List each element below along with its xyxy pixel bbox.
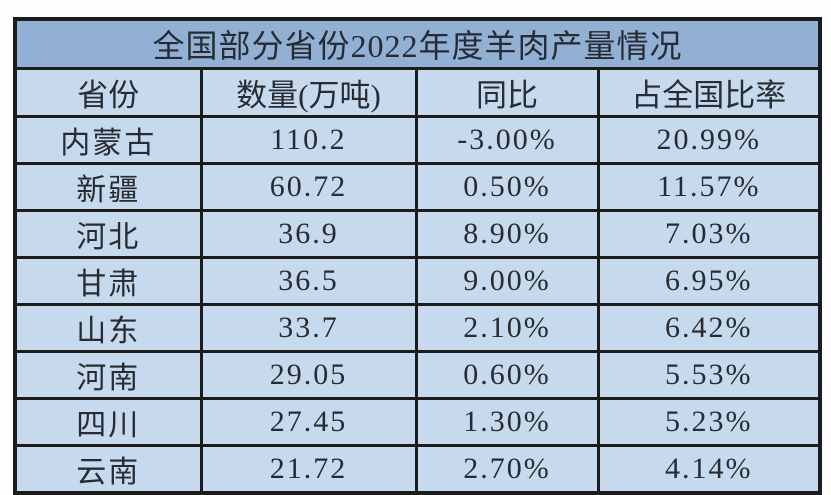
cell-share: 11.57% <box>596 162 822 212</box>
table-row: 河南 29.05 0.60% 5.53% <box>13 350 822 400</box>
column-header-province: 省份 <box>13 67 203 118</box>
cell-province: 甘肃 <box>13 256 203 306</box>
cell-yoy: 9.00% <box>414 256 600 306</box>
cell-yoy: -3.00% <box>414 115 600 165</box>
cell-share: 6.42% <box>596 303 822 353</box>
cell-province: 云南 <box>13 444 203 495</box>
table-row: 四川 27.45 1.30% 5.23% <box>13 397 822 447</box>
cell-share: 7.03% <box>596 209 822 259</box>
cell-quantity: 60.72 <box>199 162 418 212</box>
cell-share: 20.99% <box>596 115 822 165</box>
cell-province: 河南 <box>13 350 203 400</box>
table-title-row: 全国部分省份2022年度羊肉产量情况 <box>13 17 822 70</box>
cell-quantity: 110.2 <box>199 115 418 165</box>
cell-share: 5.53% <box>596 350 822 400</box>
column-header-quantity: 数量(万吨) <box>199 67 418 118</box>
cell-province: 新疆 <box>13 162 203 212</box>
table-row: 甘肃 36.5 9.00% 6.95% <box>13 256 822 306</box>
column-header-yoy: 同比 <box>414 67 600 118</box>
cell-quantity: 29.05 <box>199 350 418 400</box>
cell-quantity: 36.9 <box>199 209 418 259</box>
cell-yoy: 2.10% <box>414 303 600 353</box>
cell-yoy: 2.70% <box>414 444 600 495</box>
cell-province: 山东 <box>13 303 203 353</box>
cell-province: 内蒙古 <box>13 115 203 165</box>
table-header-row: 省份 数量(万吨) 同比 占全国比率 <box>13 67 822 118</box>
column-header-share: 占全国比率 <box>596 67 822 118</box>
cell-yoy: 1.30% <box>414 397 600 447</box>
mutton-production-table: 全国部分省份2022年度羊肉产量情况 省份 数量(万吨) 同比 占全国比率 内蒙… <box>13 17 823 495</box>
table-row: 云南 21.72 2.70% 4.14% <box>13 444 822 495</box>
cell-quantity: 33.7 <box>199 303 418 353</box>
table-row: 山东 33.7 2.10% 6.42% <box>13 303 822 353</box>
cell-share: 4.14% <box>596 444 822 495</box>
cell-quantity: 21.72 <box>199 444 418 495</box>
table-row: 河北 36.9 8.90% 7.03% <box>13 209 822 259</box>
cell-province: 河北 <box>13 209 203 259</box>
table-title: 全国部分省份2022年度羊肉产量情况 <box>13 17 822 70</box>
table-row: 新疆 60.72 0.50% 11.57% <box>13 162 822 212</box>
cell-share: 6.95% <box>596 256 822 306</box>
table-row: 内蒙古 110.2 -3.00% 20.99% <box>13 115 822 165</box>
cell-yoy: 0.60% <box>414 350 600 400</box>
cell-share: 5.23% <box>596 397 822 447</box>
cell-quantity: 36.5 <box>199 256 418 306</box>
cell-quantity: 27.45 <box>199 397 418 447</box>
production-table: 全国部分省份2022年度羊肉产量情况 省份 数量(万吨) 同比 占全国比率 内蒙… <box>13 17 823 495</box>
cell-yoy: 8.90% <box>414 209 600 259</box>
cell-province: 四川 <box>13 397 203 447</box>
cell-yoy: 0.50% <box>414 162 600 212</box>
